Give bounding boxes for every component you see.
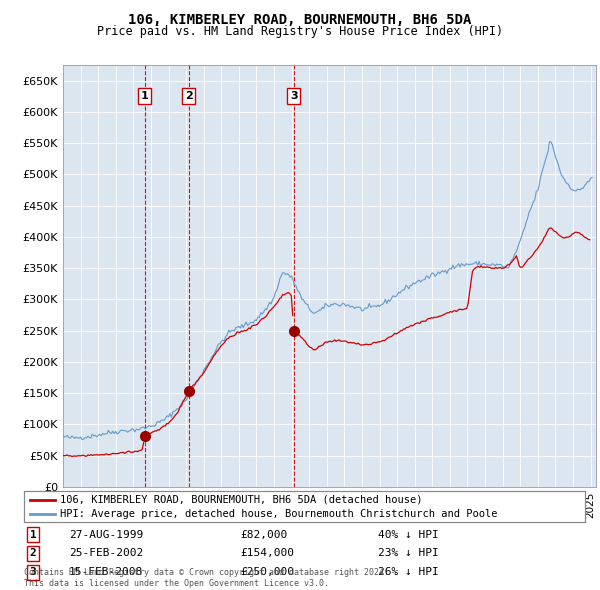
Text: £154,000: £154,000	[240, 549, 294, 558]
Text: 3: 3	[290, 91, 298, 101]
Text: HPI: Average price, detached house, Bournemouth Christchurch and Poole: HPI: Average price, detached house, Bour…	[61, 509, 498, 519]
Text: 1: 1	[29, 530, 37, 539]
Text: 1: 1	[141, 91, 149, 101]
Text: £250,000: £250,000	[240, 568, 294, 577]
Text: 26% ↓ HPI: 26% ↓ HPI	[378, 568, 439, 577]
Text: 23% ↓ HPI: 23% ↓ HPI	[378, 549, 439, 558]
Text: Price paid vs. HM Land Registry's House Price Index (HPI): Price paid vs. HM Land Registry's House …	[97, 25, 503, 38]
Text: 15-FEB-2008: 15-FEB-2008	[69, 568, 143, 577]
Text: 106, KIMBERLEY ROAD, BOURNEMOUTH, BH6 5DA (detached house): 106, KIMBERLEY ROAD, BOURNEMOUTH, BH6 5D…	[61, 494, 423, 504]
Text: 25-FEB-2002: 25-FEB-2002	[69, 549, 143, 558]
Text: Contains HM Land Registry data © Crown copyright and database right 2024.
This d: Contains HM Land Registry data © Crown c…	[24, 568, 389, 588]
Text: 3: 3	[29, 568, 37, 577]
Text: 40% ↓ HPI: 40% ↓ HPI	[378, 530, 439, 539]
Text: £82,000: £82,000	[240, 530, 287, 539]
Text: 2: 2	[185, 91, 193, 101]
Text: 27-AUG-1999: 27-AUG-1999	[69, 530, 143, 539]
Text: 2: 2	[29, 549, 37, 558]
Text: 106, KIMBERLEY ROAD, BOURNEMOUTH, BH6 5DA: 106, KIMBERLEY ROAD, BOURNEMOUTH, BH6 5D…	[128, 13, 472, 27]
